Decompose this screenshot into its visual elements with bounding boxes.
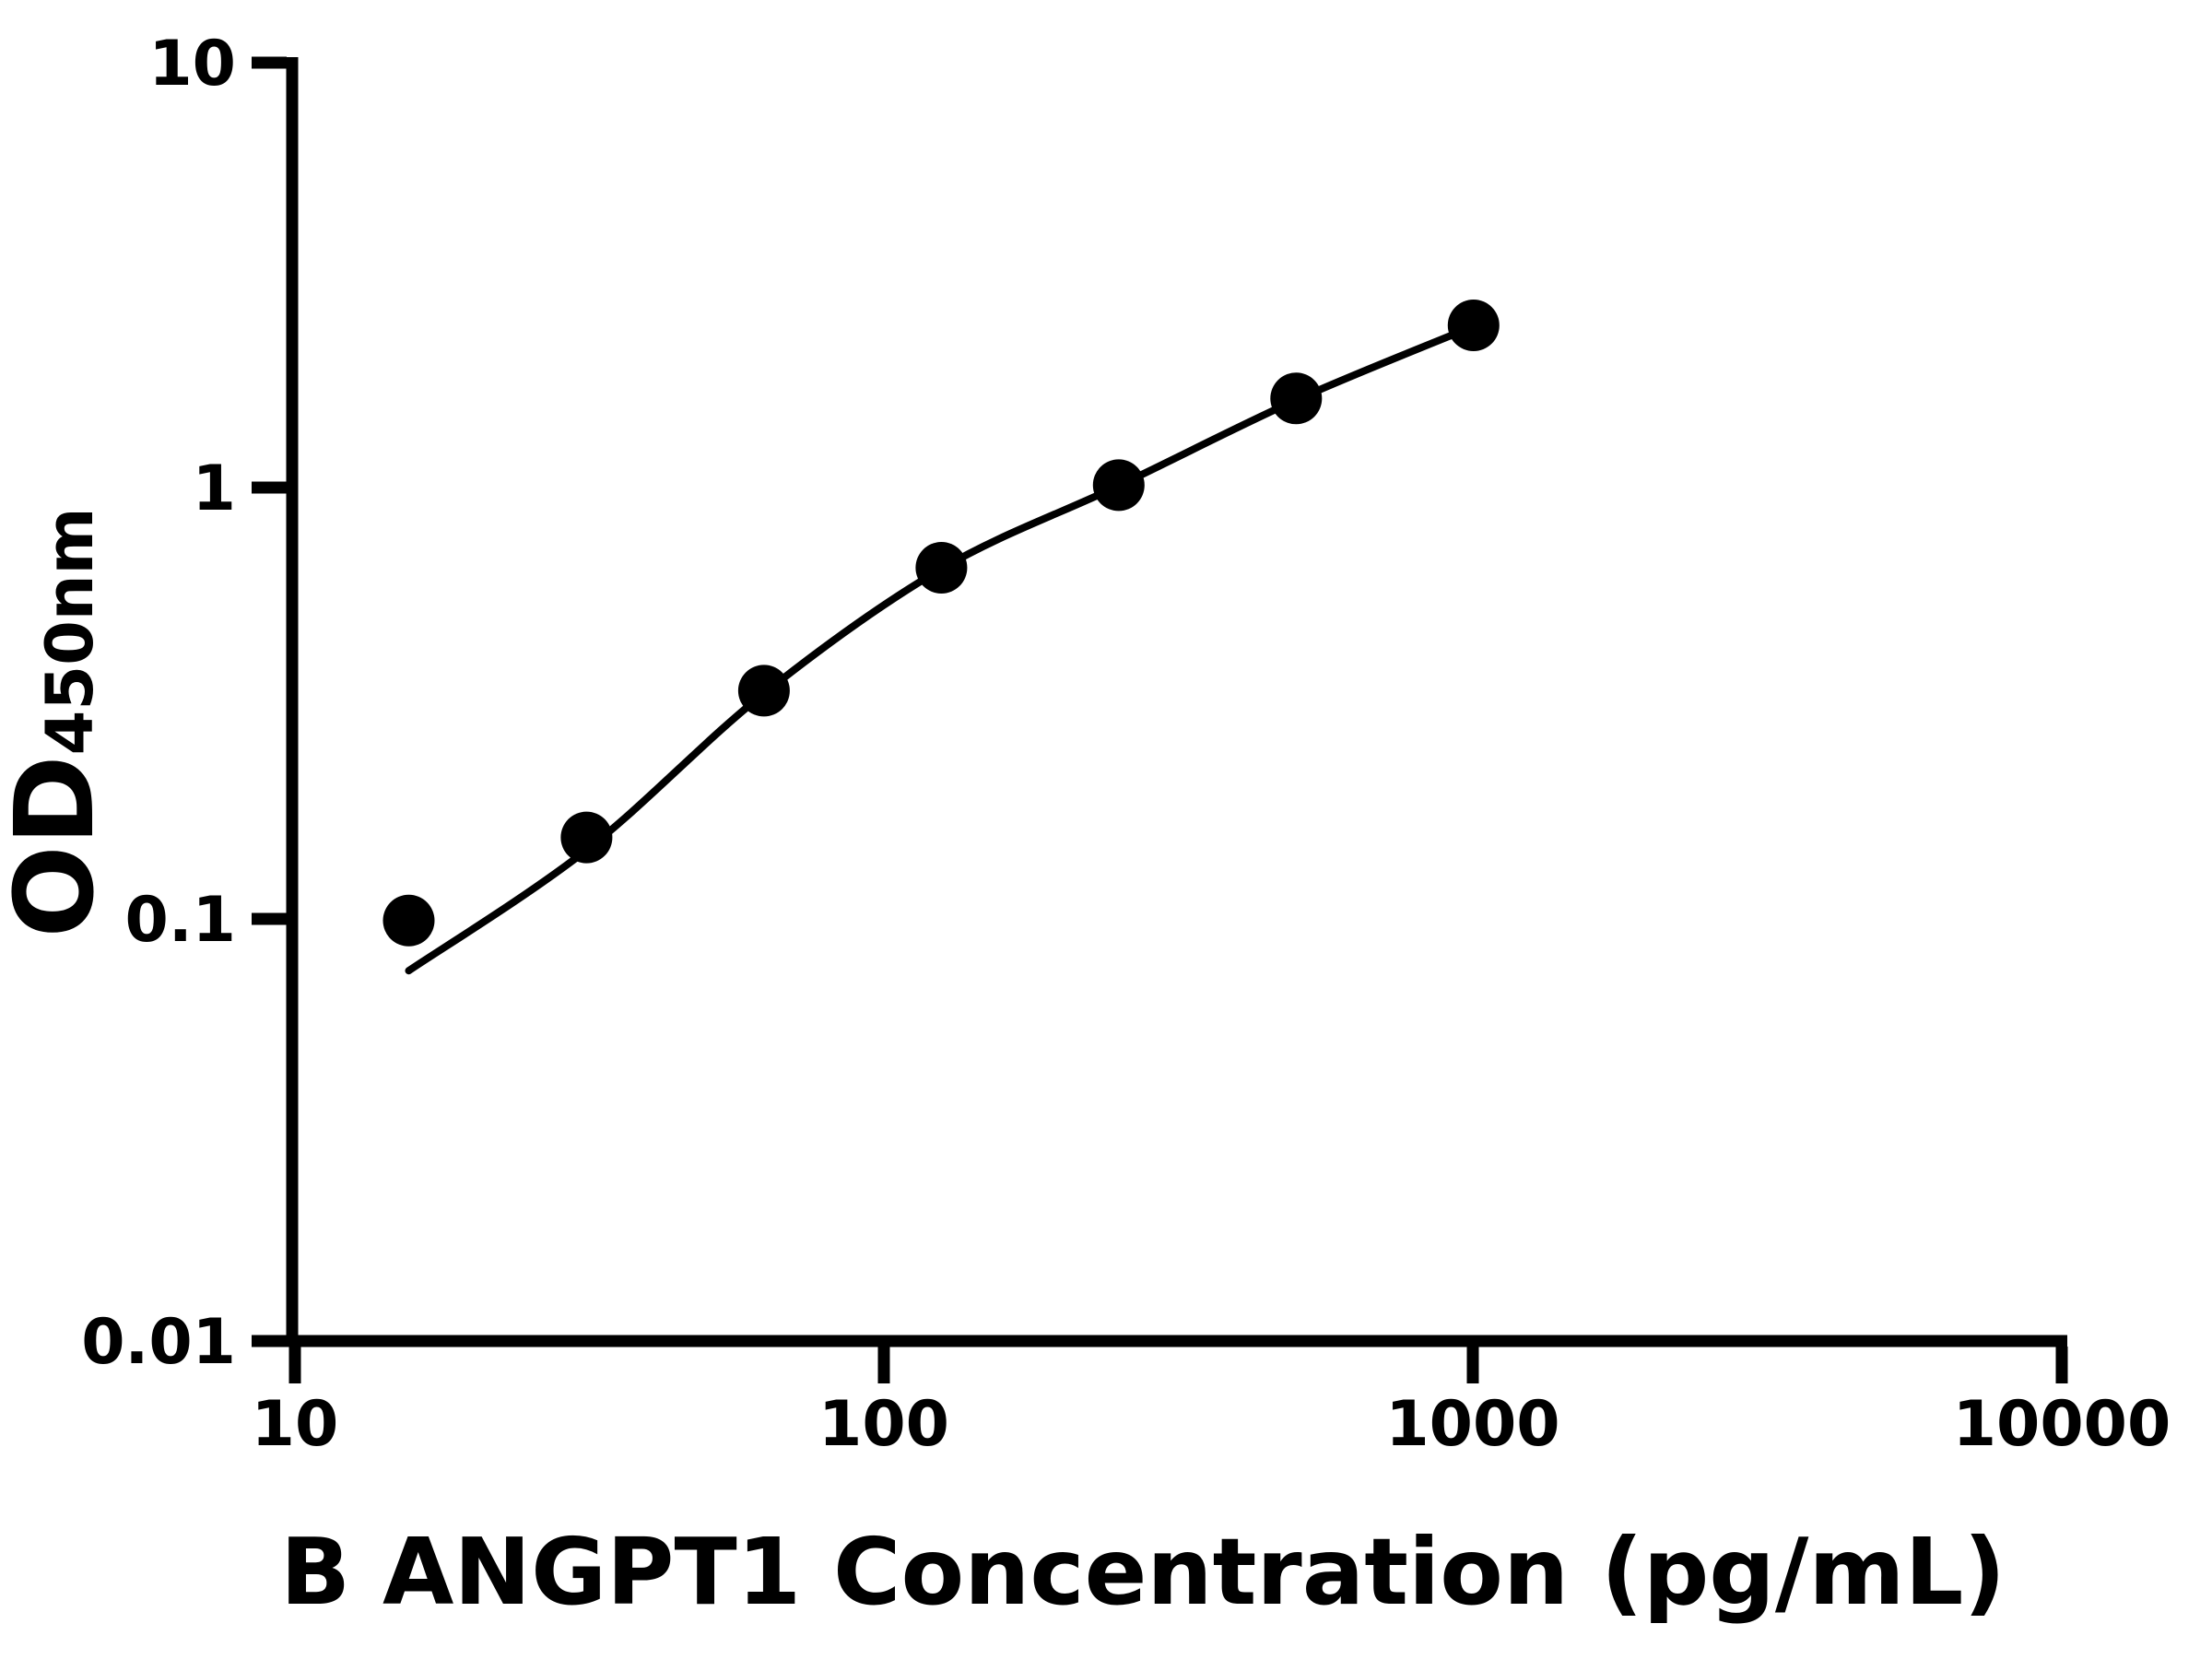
y-tick-label-0.1: 0.1 (125, 884, 236, 957)
x-tick-label-10000: 10000 (1953, 1388, 2171, 1461)
y-tick-label-10: 10 (148, 28, 236, 100)
fitted-curve (405, 323, 1477, 975)
x-tick-label-10: 10 (252, 1388, 339, 1461)
data-point (737, 665, 790, 717)
y-axis-title: OD450nm (0, 507, 118, 937)
y-axis-title-main: OD (0, 755, 118, 937)
y-tick-label-0.01: 0.01 (81, 1306, 236, 1379)
data-point (560, 811, 613, 864)
data-point (915, 542, 968, 594)
data-points (382, 300, 1500, 947)
data-point (1447, 300, 1500, 351)
y-axis-title-subscript: 450nm (32, 507, 108, 755)
x-tick-label-1000: 1000 (1385, 1388, 1559, 1461)
y-tick-label-1: 1 (193, 453, 236, 525)
data-point (1270, 372, 1323, 425)
data-point (1092, 459, 1145, 512)
data-point (382, 894, 435, 947)
x-tick-label-100: 100 (818, 1388, 949, 1461)
x-axis-title: B ANGPT1 Concentration (pg/mL) (280, 1518, 2006, 1626)
